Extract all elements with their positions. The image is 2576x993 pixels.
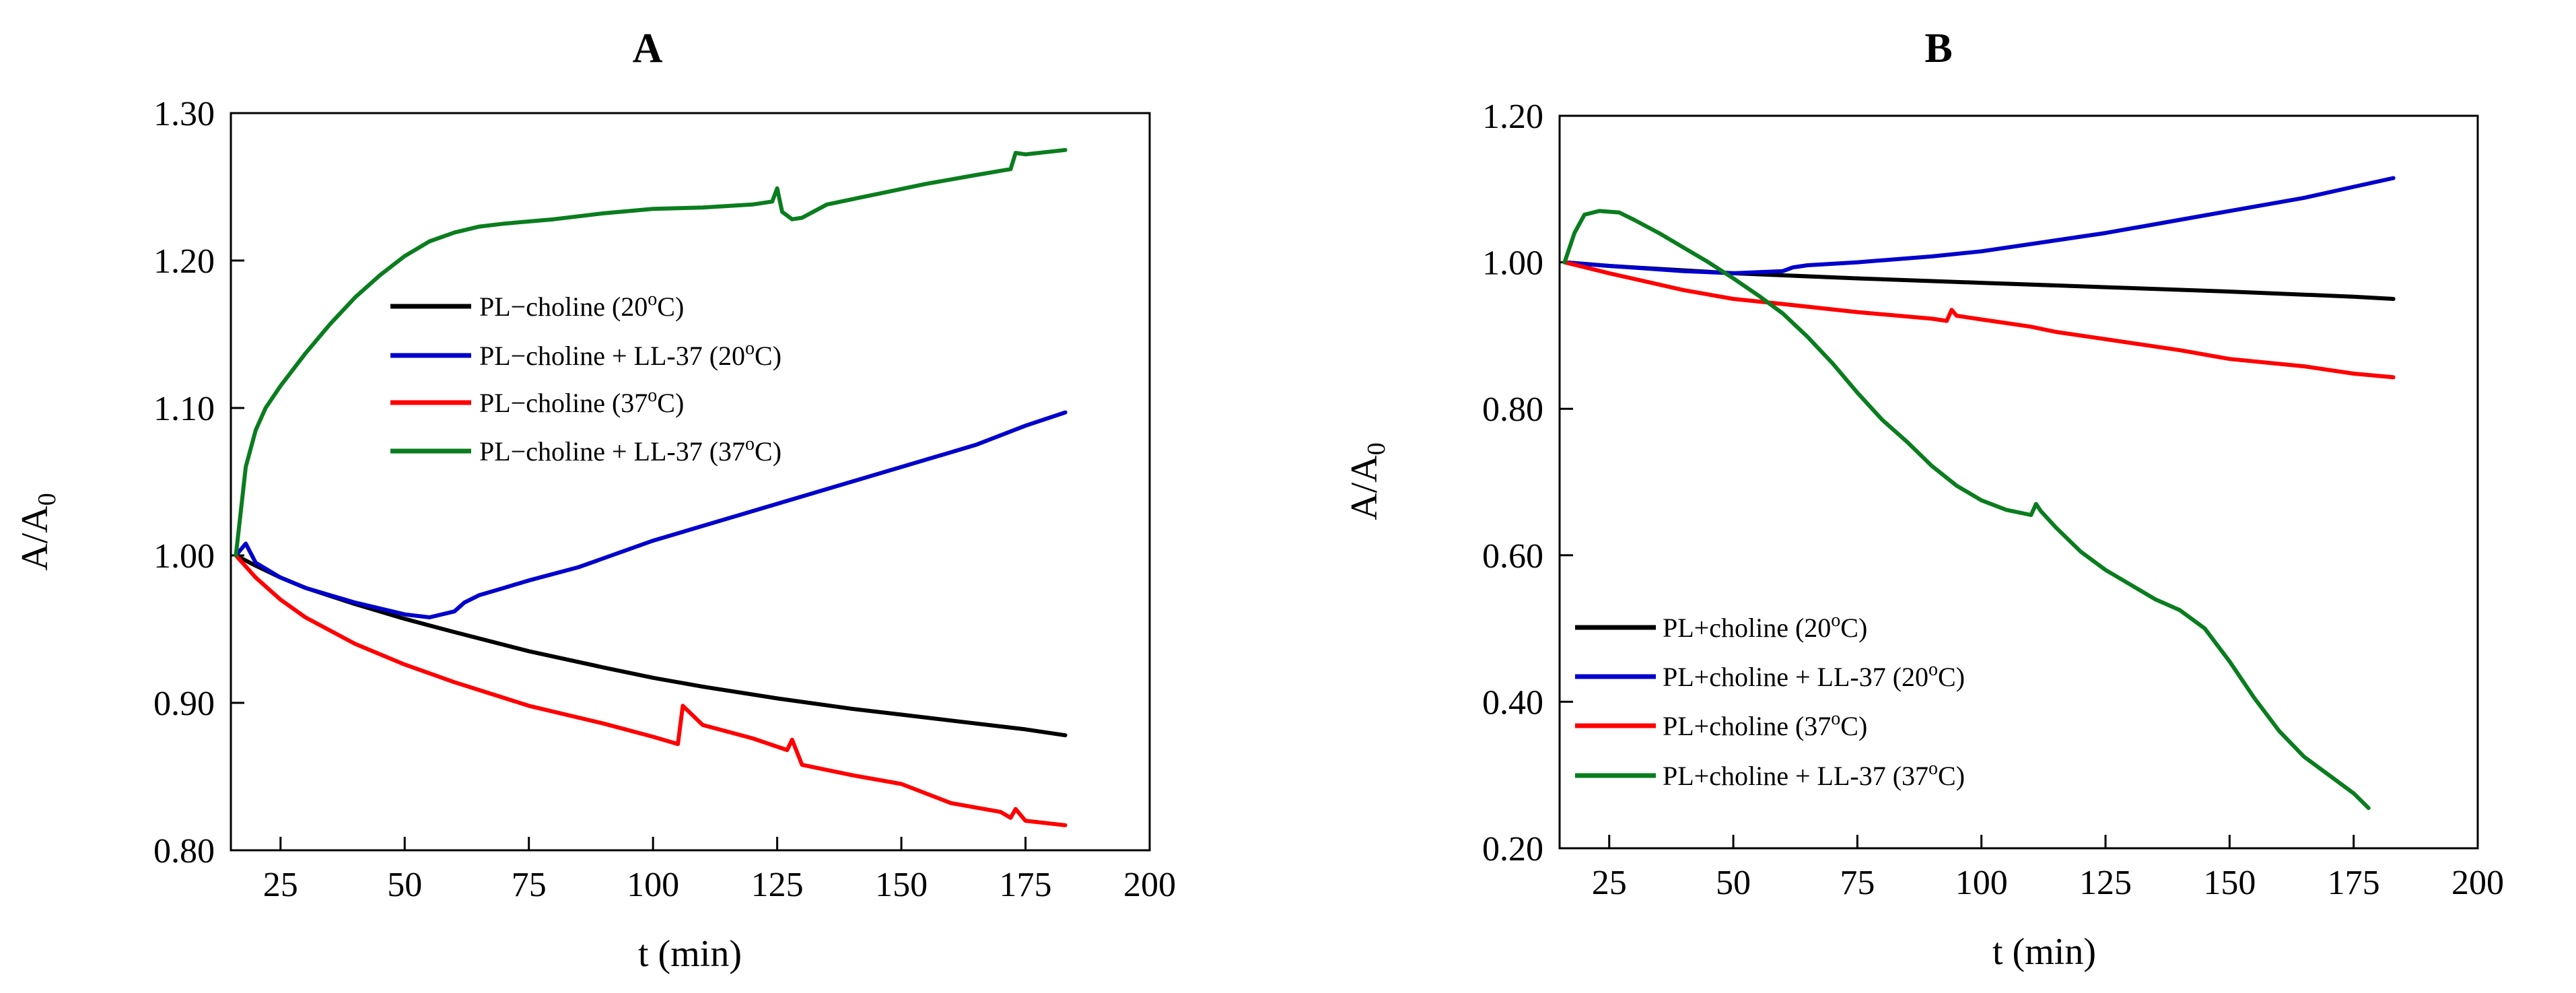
panel-a-y-axis-title-subscript: 0 <box>33 493 61 506</box>
panel-b-x-tick-label: 25 <box>1592 864 1627 902</box>
panel-a: A 25 50 75 100 125 150 175 200 0.80 0.90 1.00 1.10 1… <box>14 26 1176 975</box>
panel-b-legend-unit: C) <box>1840 711 1867 741</box>
panel-a-legend-text: PL−choline + LL-37 (20 <box>479 341 745 371</box>
panel-a-x-tick-label: 175 <box>1000 866 1052 904</box>
panel-a-x-tick-label: 75 <box>512 866 547 904</box>
panel-b-y-tick-label: 1.00 <box>1482 244 1543 283</box>
panel-b-axes: 25 50 75 100 125 150 175 200 0.20 0.40 0.60 0.80 1.0… <box>1482 98 2504 902</box>
panel-a-x-tick-label: 125 <box>751 866 804 904</box>
panel-b-plot-frame <box>1558 114 2479 850</box>
panel-a-x-tick-label: 200 <box>1123 866 1176 904</box>
panel-a-legend-text: PL−choline + LL-37 (37 <box>479 436 745 467</box>
panel-a-y-tick-label: 0.90 <box>153 685 215 723</box>
panel-b-x-tick-label: 75 <box>1840 864 1875 902</box>
panel-a-y-tick-label: 1.20 <box>153 242 215 281</box>
panel-b-legend-text: PL+choline (37 <box>1663 711 1831 741</box>
panel-b-y-axis-title: A/A0 <box>1344 442 1391 520</box>
panel-a-legend-degree: o <box>745 338 755 359</box>
panel-b-x-tick-label: 150 <box>2203 864 2256 902</box>
panel-b-y-tick-label: 0.60 <box>1482 537 1543 576</box>
panel-a-legend-label: PL−choline + LL-37 (20oC) <box>479 338 781 371</box>
panel-b-x-tick-label: 100 <box>1955 864 2008 902</box>
panel-b-legend-text: PL+choline (20 <box>1663 613 1831 643</box>
panel-b-y-tick-label: 1.20 <box>1482 98 1543 136</box>
panel-b-legend-degree: o <box>1928 758 1938 779</box>
panel-b-x-tick-label: 125 <box>2079 864 2132 902</box>
panel-a-legend-unit: C) <box>755 436 781 467</box>
panel-a-legend: PL−choline (20oC) PL−choline + LL-37 (20… <box>390 289 781 467</box>
panel-a-x-tick-label: 25 <box>263 866 298 904</box>
panel-a-legend-label: PL−choline (20oC) <box>479 289 684 322</box>
panel-b-legend-label: PL+choline (37oC) <box>1663 708 1867 741</box>
panel-a-label: A <box>633 26 663 71</box>
panel-b-series-line-4 <box>1562 209 2371 811</box>
panel-a-legend-text: PL−choline (37 <box>479 388 648 418</box>
panel-a-x-axis-title: t (min) <box>638 933 742 975</box>
panel-b-series-line-3 <box>1562 260 2396 380</box>
panel-a-legend-degree: o <box>745 434 755 454</box>
panel-b-legend-text: PL+choline + LL-37 (37 <box>1663 761 1928 791</box>
panel-b: B 25 50 75 100 125 150 175 200 0.20 0.40 0.60 0.80 1… <box>1344 26 2504 973</box>
panel-a-legend-label: PL−choline (37oC) <box>479 385 684 418</box>
panel-b-y-tick-label: 0.80 <box>1482 390 1543 429</box>
panel-b-y-tick-label: 0.40 <box>1482 683 1543 722</box>
panel-b-series-line-2 <box>1562 176 2396 275</box>
panel-a-legend-unit: C) <box>657 388 684 418</box>
panel-a-x-tick-label: 50 <box>387 866 422 904</box>
panel-a-axes: 25 50 75 100 125 150 175 200 0.80 0.90 1.00 1.10 1.2… <box>153 95 1176 904</box>
panel-b-legend-text: PL+choline + LL-37 (20 <box>1663 662 1928 692</box>
panel-a-legend-label: PL−choline + LL-37 (37oC) <box>479 434 781 467</box>
panel-b-legend-unit: C) <box>1840 613 1867 643</box>
panel-b-legend-degree: o <box>1831 610 1840 631</box>
panel-a-legend-degree: o <box>648 289 657 310</box>
panel-b-series <box>1562 176 2396 811</box>
panel-a-y-tick-label: 0.80 <box>153 832 215 870</box>
panel-a-x-tick-label: 150 <box>875 866 928 904</box>
panel-b-x-tick-label: 200 <box>2451 864 2504 902</box>
panel-a-y-axis-title: A/A0 <box>14 493 61 570</box>
panel-a-plot-frame <box>230 112 1151 852</box>
panel-a-series-line-2 <box>234 410 1068 619</box>
panel-a-series-line-4 <box>234 147 1068 557</box>
panel-a-legend-text: PL−choline (20 <box>479 292 648 322</box>
panel-a-y-tick-label: 1.30 <box>153 95 215 133</box>
panel-b-y-tick-label: 0.20 <box>1482 830 1543 868</box>
panel-b-label: B <box>1924 26 1952 71</box>
panel-b-x-axis-title: t (min) <box>1992 931 2096 973</box>
panel-a-y-axis-title-main: A/A <box>14 506 56 571</box>
panel-a-legend-unit: C) <box>755 341 781 371</box>
panel-a-y-tick-label: 1.00 <box>153 537 215 576</box>
panel-b-legend: PL+choline (20oC) PL+choline + LL-37 (20… <box>1575 610 1965 791</box>
panel-b-x-tick-label: 175 <box>2328 864 2380 902</box>
panel-b-legend-unit: C) <box>1938 662 1965 692</box>
panel-b-legend-label: PL+choline (20oC) <box>1663 610 1867 643</box>
panel-b-legend-label: PL+choline + LL-37 (37oC) <box>1663 758 1965 791</box>
panel-b-legend-label: PL+choline + LL-37 (20oC) <box>1663 659 1965 692</box>
panel-a-y-tick-label: 1.10 <box>153 390 215 428</box>
panel-b-legend-degree: o <box>1928 659 1938 680</box>
panel-a-legend-unit: C) <box>657 292 684 322</box>
panel-a-legend-degree: o <box>648 385 657 406</box>
panel-b-legend-degree: o <box>1831 708 1840 729</box>
panel-a-series-line-3 <box>234 553 1068 827</box>
panel-a-x-tick-label: 100 <box>627 866 679 904</box>
panel-b-y-axis-title-main: A/A <box>1344 455 1385 520</box>
panel-b-legend-unit: C) <box>1938 761 1965 791</box>
panel-a-series <box>234 147 1068 827</box>
panel-b-x-tick-label: 50 <box>1716 864 1751 902</box>
panel-b-y-axis-title-subscript: 0 <box>1362 442 1391 455</box>
